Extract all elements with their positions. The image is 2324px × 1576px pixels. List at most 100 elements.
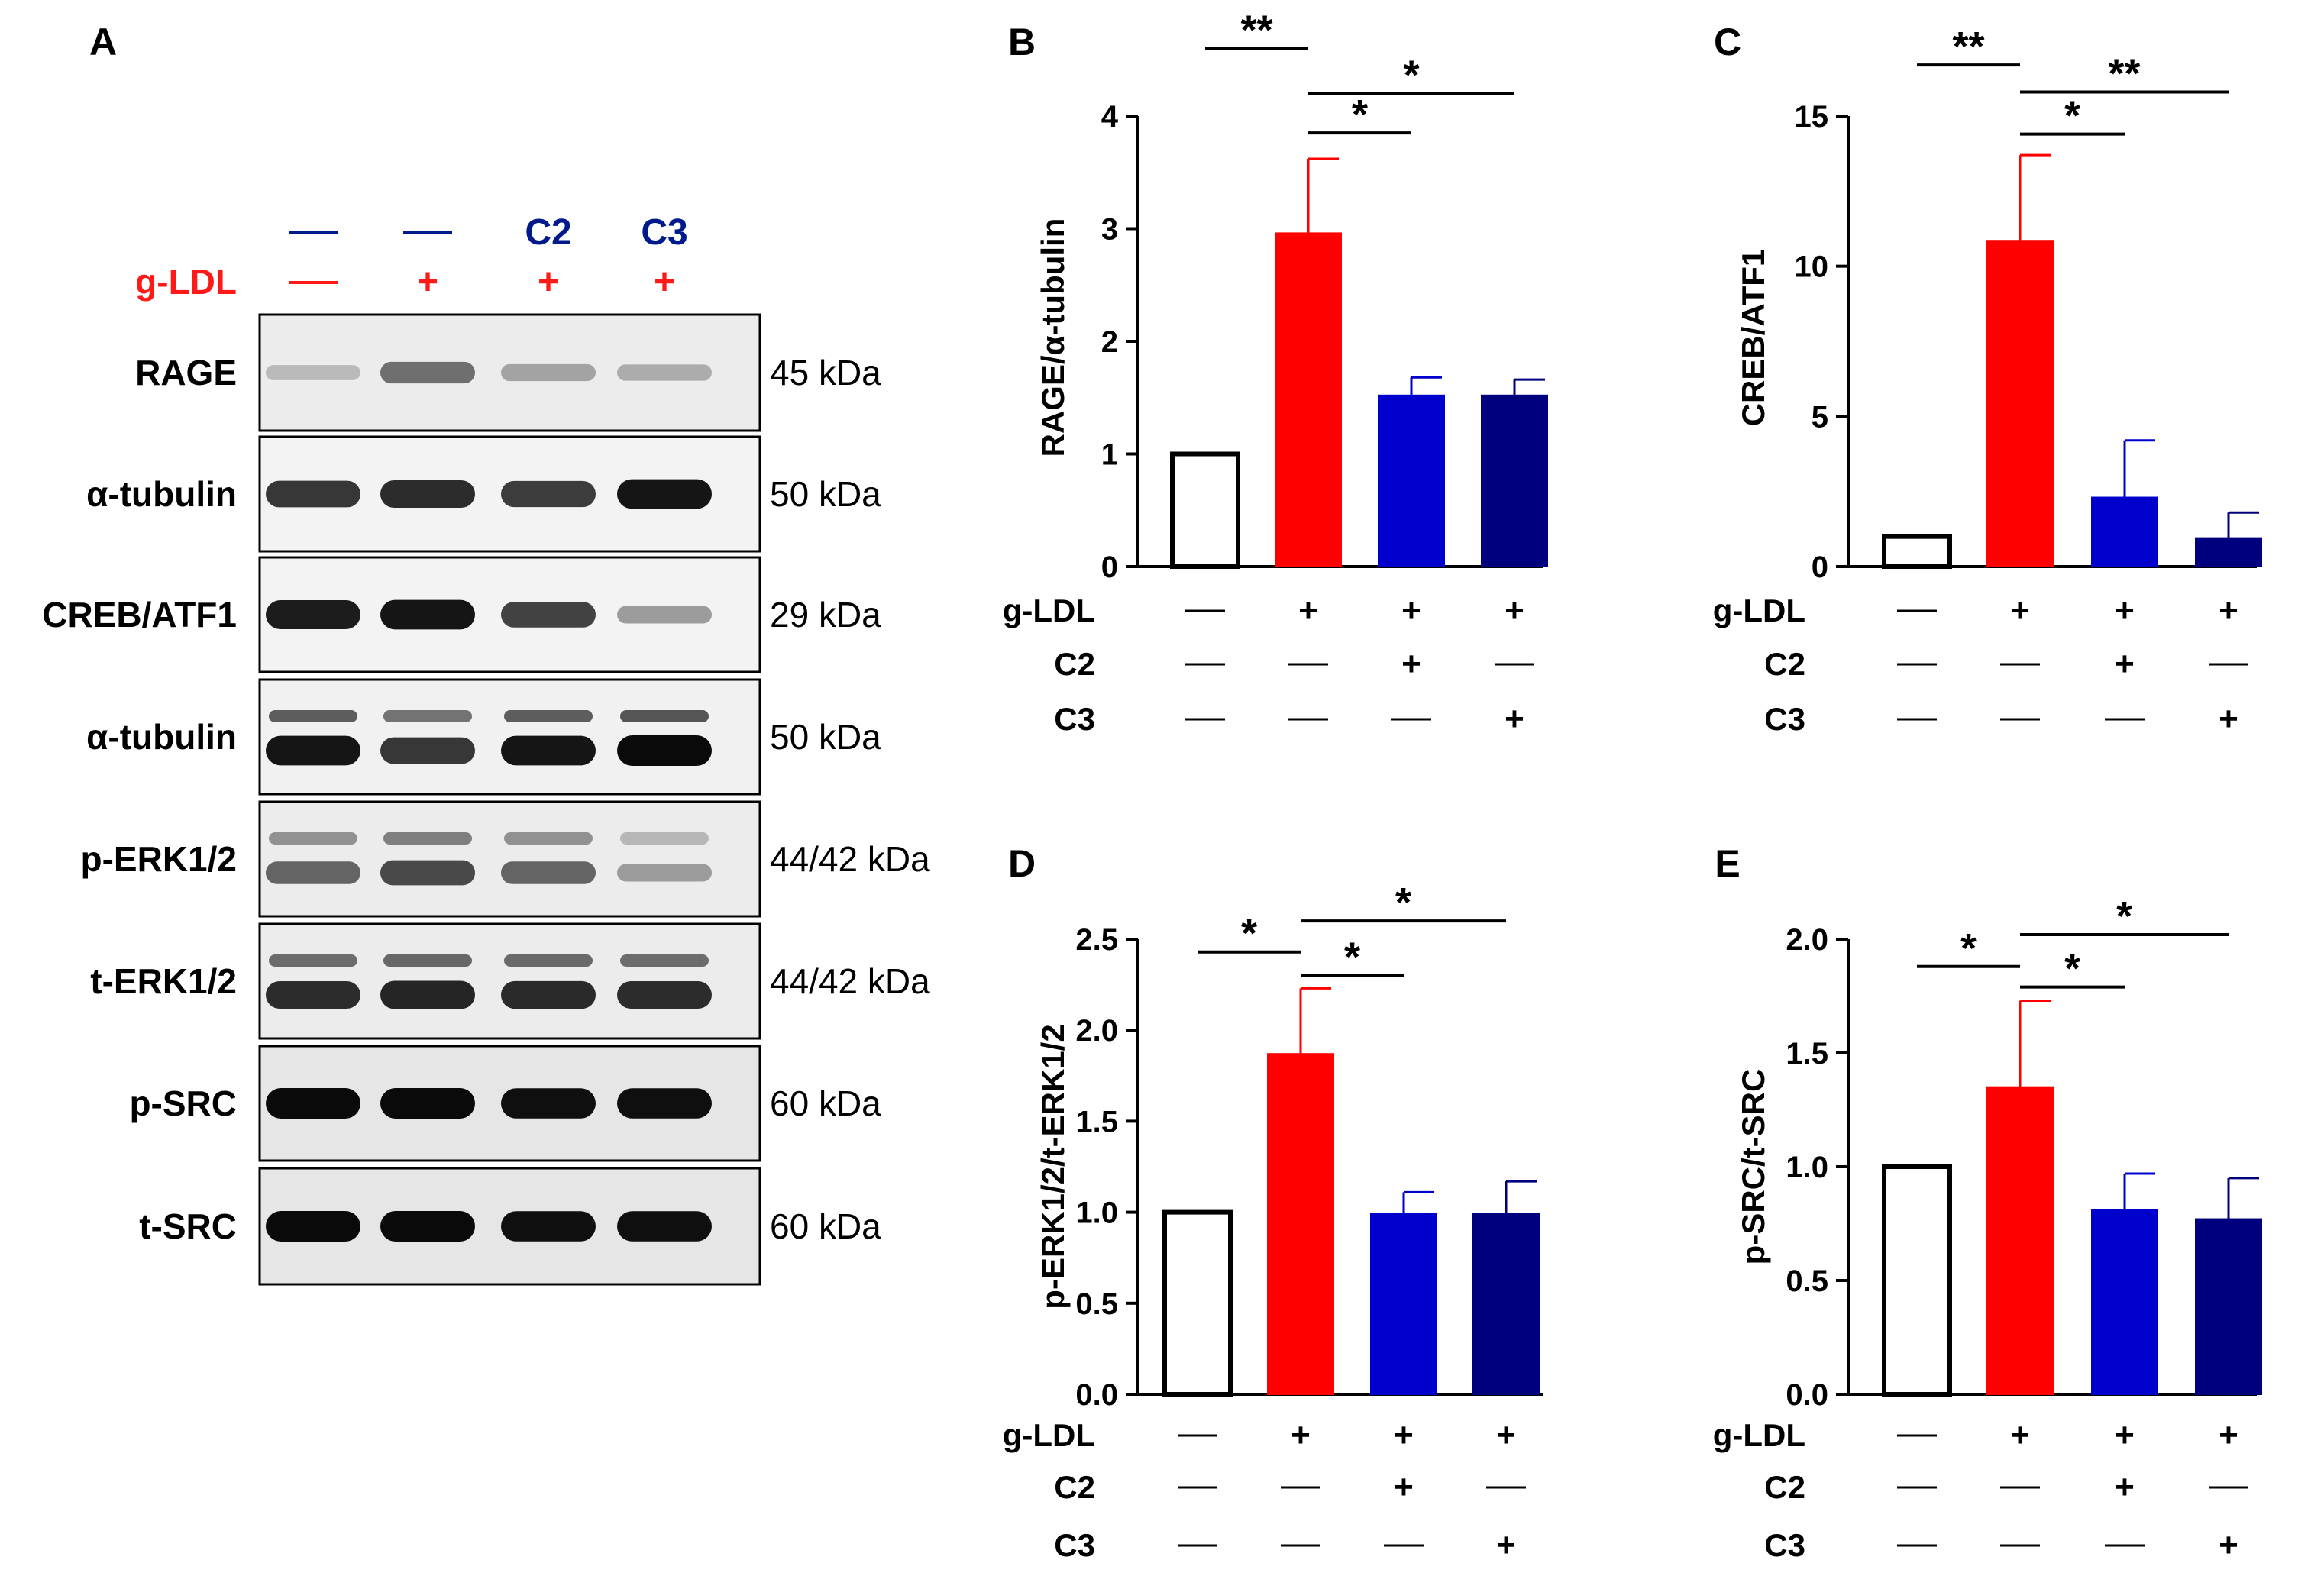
significance-label: ** <box>1240 8 1272 53</box>
y-tick-label: 0 <box>1812 551 1828 584</box>
treatment-label: C2 <box>1764 1469 1805 1505</box>
blot-band <box>501 1211 596 1242</box>
blot-band <box>501 980 596 1009</box>
blot-band-upper <box>383 710 472 722</box>
blot-band <box>617 364 712 381</box>
treatment-plus: + <box>2010 1416 2030 1454</box>
treatment-plus: + <box>1401 592 1421 629</box>
blot-band <box>617 1211 712 1242</box>
y-tick-label: 0.5 <box>1786 1264 1828 1298</box>
y-tick-label: 1.0 <box>1075 1197 1118 1230</box>
y-tick-label: 15 <box>1795 100 1829 134</box>
blot-kda: 44/42 kDa <box>770 839 930 879</box>
blot-band <box>501 363 596 382</box>
significance-label: * <box>1344 935 1360 980</box>
blot-row: p-SRC 60 kDa <box>129 1045 881 1162</box>
blot-band-upper <box>269 832 357 845</box>
blot-kda: 29 kDa <box>770 595 881 635</box>
treatment-plus: + <box>1394 1416 1414 1454</box>
blot-band <box>266 1088 360 1119</box>
blot-band-upper <box>504 954 593 967</box>
treatment-plus: + <box>2219 1526 2238 1564</box>
blot-row: CREB/ATF1 29 kDa <box>42 556 881 673</box>
blot-band <box>266 1211 360 1242</box>
bar <box>1472 1213 1540 1396</box>
significance-label: * <box>2064 946 2080 992</box>
blot-kda: 44/42 kDa <box>770 961 930 1001</box>
treatment-label: C3 <box>1054 1527 1095 1563</box>
blot-band <box>380 980 475 1009</box>
treatment-label: C2 <box>1054 1469 1095 1505</box>
significance-label: ** <box>1952 24 1984 69</box>
header-cell: + <box>417 262 438 302</box>
treatment-plus: + <box>1291 1416 1311 1454</box>
blot-label: t-SRC <box>139 1206 237 1246</box>
y-tick-label: 1.5 <box>1075 1105 1118 1138</box>
blot-band-upper <box>620 710 709 722</box>
blot-band <box>380 480 475 509</box>
blot-band <box>501 735 596 766</box>
panel-letter-a: A <box>89 21 117 63</box>
y-tick-label: 10 <box>1795 250 1829 284</box>
treatment-plus: + <box>1496 1526 1516 1564</box>
treatment-plus: + <box>2010 592 2030 629</box>
treatment-plus: + <box>2115 1468 2135 1506</box>
y-tick-label: 0.5 <box>1075 1287 1118 1321</box>
bar <box>2091 496 2158 567</box>
blot-band <box>501 602 596 628</box>
treatment-plus: + <box>1394 1468 1414 1506</box>
blot-kda: 50 kDa <box>770 474 881 514</box>
treatment-plus: + <box>2219 700 2238 738</box>
bar <box>1370 1213 1437 1396</box>
y-tick-label: 4 <box>1101 100 1119 134</box>
bar <box>1275 232 1342 567</box>
blot-band <box>617 735 712 766</box>
blot-label: p-SRC <box>129 1084 237 1123</box>
treatment-label: C3 <box>1764 1527 1805 1563</box>
blot-band <box>266 600 360 629</box>
y-tick-label: 0.0 <box>1075 1378 1118 1412</box>
header-cell: C2 <box>525 212 571 253</box>
blot-band-upper <box>620 832 709 845</box>
bar <box>2091 1209 2158 1395</box>
blot-row: t-SRC 60 kDa <box>139 1167 881 1286</box>
bar <box>1986 240 2054 567</box>
chart-panel-e: E 0.0 0.5 1.0 1.5 2.0 p-SRC/t-SRC * * * g-LDL + + + C2… <box>1713 842 2262 1564</box>
bar <box>2195 1218 2262 1396</box>
y-axis-title: p-SRC/t-SRC <box>1735 1069 1771 1265</box>
treatment-plus: + <box>2115 592 2135 629</box>
treatment-plus: + <box>2115 645 2135 683</box>
bar <box>1481 394 1548 567</box>
blot-band <box>266 365 360 380</box>
treatment-label: g-LDL <box>1713 593 1805 628</box>
blot-band-upper <box>504 832 593 845</box>
treatment-label: g-LDL <box>1003 1417 1095 1453</box>
blot-band <box>501 861 596 884</box>
treatment-label: C3 <box>1054 701 1095 737</box>
y-tick-label: 1.5 <box>1786 1037 1828 1071</box>
significance-label: * <box>2064 93 2080 139</box>
blot-label: CREB/ATF1 <box>42 595 237 635</box>
blot-row: p-ERK1/2 44/42 kDa <box>81 800 930 918</box>
y-tick-label: 2.0 <box>1075 1014 1118 1048</box>
treatment-plus: + <box>2115 1416 2135 1454</box>
blot-band <box>501 480 596 508</box>
blot-band-upper <box>620 954 709 967</box>
significance-label: * <box>1395 880 1411 925</box>
chart-panel-d: D 0.0 0.5 1.0 1.5 2.0 2.5 p-ERK1/2/t-ERK1/2 * * * g… <box>1003 842 1543 1564</box>
y-tick-label: 2.5 <box>1075 923 1118 957</box>
y-axis-title: RAGE/α-tubulin <box>1035 218 1071 457</box>
blot-band <box>266 480 360 508</box>
panel-a-western-blot: A C2 C3 g-LDL + + + RAGE 45 kDa α-tubulin 50 kDa CR… <box>42 21 930 1286</box>
treatment-label: C2 <box>1054 646 1095 682</box>
y-tick-label: 5 <box>1812 400 1828 434</box>
y-axis-title: CREB/ATF1 <box>1735 249 1771 427</box>
blot-band <box>617 479 712 509</box>
blot-band <box>617 864 712 882</box>
blot-kda: 45 kDa <box>770 353 881 392</box>
treatment-plus: + <box>1298 592 1318 629</box>
bar <box>1267 1053 1334 1396</box>
y-axis-title: p-ERK1/2/t-ERK1/2 <box>1035 1024 1071 1309</box>
